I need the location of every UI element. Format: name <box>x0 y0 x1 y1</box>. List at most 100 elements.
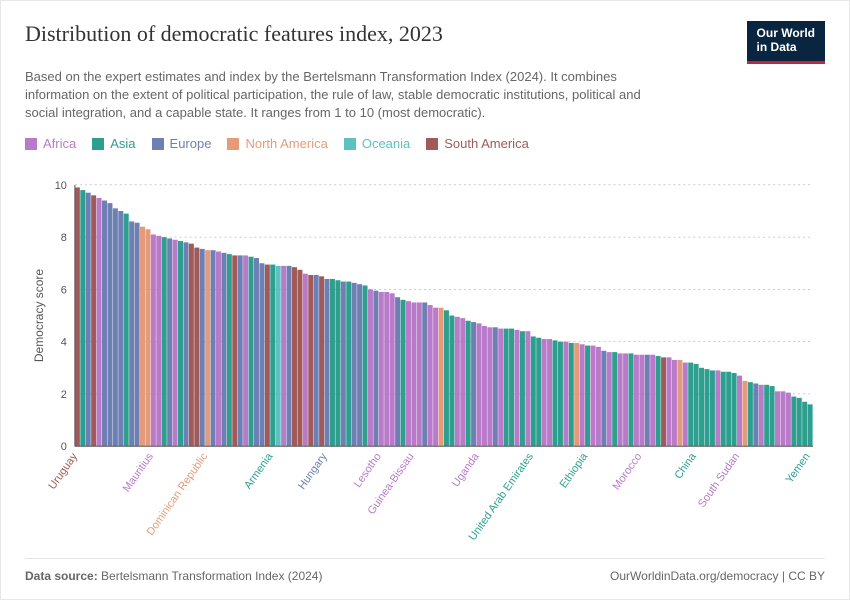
bar[interactable] <box>666 357 671 446</box>
bar[interactable] <box>520 331 525 446</box>
bar[interactable] <box>726 372 731 446</box>
bar[interactable] <box>390 293 395 446</box>
bar[interactable] <box>607 352 612 446</box>
bar[interactable] <box>704 369 709 446</box>
bar[interactable] <box>417 303 422 447</box>
bar[interactable] <box>265 265 270 447</box>
bar[interactable] <box>471 322 476 446</box>
bar[interactable] <box>742 381 747 446</box>
bar[interactable] <box>303 274 308 446</box>
bar[interactable] <box>270 265 275 447</box>
bar[interactable] <box>422 303 427 447</box>
bar[interactable] <box>162 237 167 446</box>
bar[interactable] <box>75 188 80 447</box>
bar[interactable] <box>91 195 96 446</box>
bar[interactable] <box>759 385 764 446</box>
bar[interactable] <box>542 339 547 446</box>
bar[interactable] <box>596 347 601 446</box>
legend-item[interactable]: North America <box>227 136 327 151</box>
bar[interactable] <box>335 280 340 446</box>
bar[interactable] <box>259 263 264 446</box>
bar[interactable] <box>585 346 590 447</box>
bar[interactable] <box>786 393 791 447</box>
bar[interactable] <box>797 398 802 446</box>
bar[interactable] <box>346 282 351 447</box>
bar[interactable] <box>628 354 633 447</box>
bar[interactable] <box>802 402 807 446</box>
bar[interactable] <box>379 292 384 446</box>
bar[interactable] <box>444 310 449 446</box>
bar[interactable] <box>753 384 758 447</box>
bar[interactable] <box>341 282 346 447</box>
bar[interactable] <box>308 275 313 446</box>
bar[interactable] <box>401 300 406 446</box>
bar[interactable] <box>504 329 509 447</box>
bar[interactable] <box>683 363 688 447</box>
legend-item[interactable]: Oceania <box>344 136 410 151</box>
bar[interactable] <box>509 329 514 447</box>
bar[interactable] <box>194 248 199 447</box>
bar[interactable] <box>688 363 693 447</box>
bar[interactable] <box>466 321 471 446</box>
bar[interactable] <box>672 360 677 446</box>
bar[interactable] <box>525 331 530 446</box>
bar[interactable] <box>732 373 737 446</box>
bar[interactable] <box>433 308 438 447</box>
bar[interactable] <box>477 324 482 447</box>
bar[interactable] <box>710 371 715 447</box>
bar[interactable] <box>129 222 134 447</box>
legend-item[interactable]: South America <box>426 136 529 151</box>
bar[interactable] <box>281 266 286 446</box>
bar[interactable] <box>178 241 183 446</box>
bar[interactable] <box>515 330 520 446</box>
bar[interactable] <box>460 318 465 446</box>
bar[interactable] <box>601 351 606 446</box>
bar[interactable] <box>487 327 492 446</box>
bar[interactable] <box>780 391 785 446</box>
bar[interactable] <box>715 371 720 447</box>
bar[interactable] <box>775 391 780 446</box>
bar[interactable] <box>205 250 210 446</box>
bar[interactable] <box>200 249 205 446</box>
bar[interactable] <box>764 385 769 446</box>
bar[interactable] <box>737 376 742 447</box>
bar[interactable] <box>135 223 140 446</box>
bar[interactable] <box>216 252 221 447</box>
bar[interactable] <box>623 354 628 447</box>
bar[interactable] <box>357 284 362 446</box>
bar[interactable] <box>243 256 248 447</box>
bar[interactable] <box>297 270 302 446</box>
bar[interactable] <box>411 303 416 447</box>
bar[interactable] <box>748 382 753 446</box>
bar[interactable] <box>455 317 460 446</box>
bar[interactable] <box>145 229 150 446</box>
bar[interactable] <box>86 193 91 447</box>
bar[interactable] <box>406 301 411 446</box>
bar[interactable] <box>580 344 585 446</box>
bar[interactable] <box>254 258 259 446</box>
legend-item[interactable]: Africa <box>25 136 76 151</box>
bar[interactable] <box>439 308 444 447</box>
bar[interactable] <box>118 211 123 446</box>
bar[interactable] <box>656 356 661 446</box>
bar[interactable] <box>97 198 102 446</box>
bar[interactable] <box>721 372 726 446</box>
bar[interactable] <box>808 405 813 447</box>
bar[interactable] <box>287 266 292 446</box>
bar[interactable] <box>314 275 319 446</box>
bar[interactable] <box>325 279 330 446</box>
bar[interactable] <box>238 256 243 447</box>
bar[interactable] <box>547 339 552 446</box>
bar[interactable] <box>124 214 129 447</box>
bar[interactable] <box>221 253 226 446</box>
bar[interactable] <box>699 368 704 446</box>
bar[interactable] <box>319 276 324 446</box>
bar[interactable] <box>590 346 595 447</box>
bar[interactable] <box>292 267 297 446</box>
bar[interactable] <box>363 286 368 447</box>
bar[interactable] <box>536 338 541 446</box>
bar[interactable] <box>612 352 617 446</box>
bar[interactable] <box>639 355 644 446</box>
bar[interactable] <box>493 327 498 446</box>
bar[interactable] <box>791 397 796 447</box>
